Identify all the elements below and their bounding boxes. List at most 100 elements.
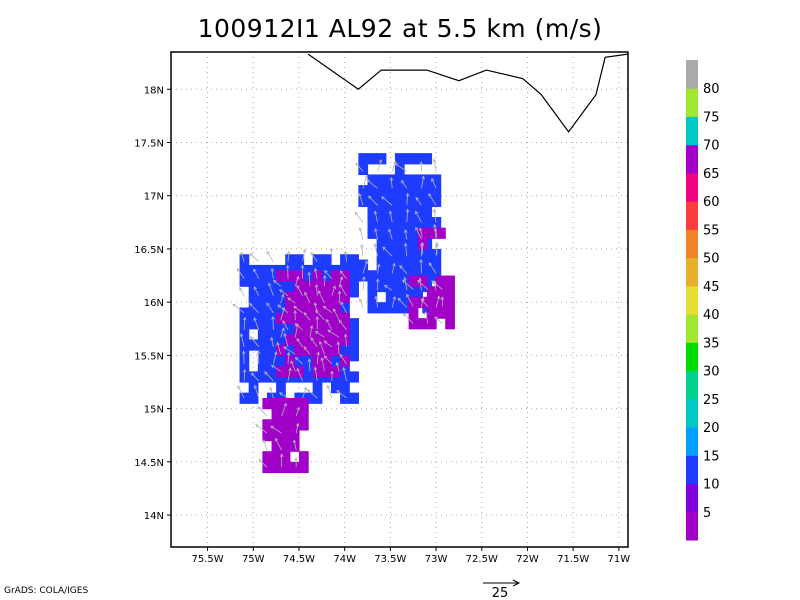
- wind-cell-5: [426, 318, 437, 330]
- wind-vector: [421, 176, 425, 189]
- wind-cell-5: [303, 344, 314, 356]
- colorbar-label: 20: [703, 421, 720, 436]
- wind-vector-head: [322, 305, 327, 310]
- wind-vector-head: [270, 425, 274, 430]
- wind-vector: [324, 270, 333, 280]
- colorbar-label: 45: [703, 280, 720, 295]
- wind-vector-head: [288, 367, 292, 372]
- wind-vector-head: [336, 341, 341, 345]
- wind-vector-head: [393, 160, 397, 165]
- lon-tick-label: 75.5W: [191, 554, 223, 565]
- wind-cell-5: [445, 307, 455, 319]
- wind-vector-head: [270, 267, 275, 272]
- wind-vector-head: [296, 367, 300, 372]
- wind-vector: [431, 280, 443, 290]
- wind-vector: [318, 290, 325, 304]
- wind-cell-15: [349, 328, 359, 341]
- wind-vector: [415, 211, 422, 223]
- wind-cell-5: [271, 419, 282, 431]
- wind-vector-head: [388, 210, 393, 215]
- colorbar-label: 65: [703, 167, 720, 182]
- wind-vector: [337, 341, 340, 355]
- wind-vector: [405, 229, 408, 240]
- wind-cell-15: [257, 328, 268, 341]
- wind-cell-5: [271, 451, 282, 463]
- wind-cell-5: [289, 397, 300, 410]
- wind-vector-head: [241, 350, 246, 354]
- wind-vector: [315, 331, 325, 338]
- wind-cell-15: [376, 270, 387, 282]
- wind-vector: [336, 390, 347, 399]
- wind-vector: [402, 279, 414, 290]
- wind-vector-head: [262, 439, 267, 444]
- wind-vector-head: [278, 392, 283, 396]
- wind-vector: [280, 328, 285, 338]
- wind-cell-5: [271, 440, 282, 452]
- wind-vector: [388, 229, 393, 240]
- wind-vector-head: [269, 386, 273, 391]
- wind-vector: [377, 264, 380, 274]
- wind-vector: [273, 280, 281, 287]
- wind-vector-head: [440, 296, 445, 300]
- wind-vector-head: [255, 424, 259, 428]
- wind-vector-head: [275, 437, 279, 442]
- wind-cell-15: [312, 254, 323, 266]
- wind-cell-15: [394, 259, 405, 271]
- lon-tick-label: 71.5W: [557, 554, 589, 565]
- wind-cell-5: [262, 397, 273, 410]
- colorbar-swatch: [686, 229, 698, 259]
- wind-cell-5: [312, 344, 323, 356]
- wind-vector: [331, 285, 336, 296]
- wind-vector-head: [264, 371, 268, 375]
- wind-vector-head: [424, 311, 428, 315]
- wind-vector: [362, 175, 368, 189]
- wind-vector: [425, 311, 429, 324]
- wind-vector-head: [283, 332, 287, 337]
- wind-vector-head: [399, 265, 403, 269]
- wind-vector: [419, 278, 422, 291]
- colorbar-swatch: [686, 483, 698, 513]
- wind-vector: [389, 211, 393, 223]
- wind-vector: [428, 193, 437, 206]
- wind-cell-5: [280, 461, 291, 474]
- wind-vector: [255, 424, 268, 434]
- wind-cell-15: [404, 185, 414, 197]
- wind-vector: [415, 197, 422, 206]
- wind-vector-head: [405, 208, 410, 213]
- wind-vector: [434, 224, 438, 238]
- wind-cell-5: [262, 451, 273, 463]
- wind-cell-15: [340, 382, 350, 394]
- wind-cell-5: [417, 227, 428, 239]
- lon-tick-label: 73W: [425, 554, 448, 565]
- wind-cell-5: [426, 296, 437, 309]
- wind-vector-head: [240, 251, 244, 256]
- wind-vector-head: [339, 353, 344, 358]
- wind-vector-head: [296, 275, 300, 280]
- colorbar-swatch: [686, 88, 698, 117]
- wind-cell-15: [385, 195, 396, 207]
- colorbar-label: 50: [703, 252, 720, 267]
- wind-vector: [336, 362, 340, 372]
- colorbar-label: 35: [703, 336, 720, 351]
- wind-vector-head: [431, 177, 435, 182]
- wind-cell-15: [367, 227, 378, 239]
- wind-cell-15: [330, 382, 341, 394]
- wind-cell-15: [431, 185, 442, 197]
- wind-vector-head: [420, 298, 425, 303]
- wind-cell-5: [312, 366, 323, 378]
- wind-vector-head: [302, 248, 307, 253]
- wind-cell-15: [413, 217, 423, 229]
- wind-vector-head: [239, 333, 244, 337]
- wind-vector-head: [382, 246, 386, 251]
- wind-cell-5: [312, 270, 323, 282]
- wind-cell-5: [298, 461, 309, 474]
- wind-cell-5: [426, 227, 437, 239]
- wind-vector: [319, 341, 325, 355]
- wind-cell-5: [276, 270, 286, 282]
- wind-cell-5: [321, 280, 332, 293]
- wind-vector: [431, 178, 437, 189]
- wind-cell-15: [431, 217, 442, 229]
- wind-vector: [345, 251, 347, 262]
- wind-vector: [303, 312, 311, 321]
